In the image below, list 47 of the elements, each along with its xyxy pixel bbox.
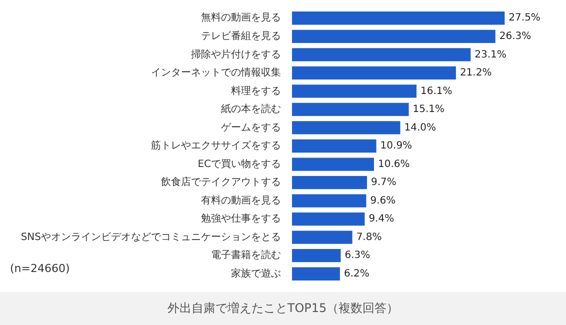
text: (n=24660) — [10, 262, 70, 275]
bar — [292, 212, 365, 226]
y-tick-label: ゲームをする — [221, 122, 281, 134]
bar — [292, 139, 376, 153]
bar — [292, 249, 341, 262]
bar — [292, 102, 409, 116]
y-tick-label: 料理をする — [231, 84, 281, 97]
bar — [292, 48, 471, 62]
data-label: 9.4% — [368, 214, 394, 225]
bar — [292, 121, 400, 134]
y-tick-label: 電子書籍を読む — [211, 249, 281, 262]
bar — [292, 230, 352, 244]
data-label: 9.7% — [371, 177, 396, 188]
text: 外出自粛で増えたことTOP15（複数回答） — [0, 292, 566, 325]
data-label: 27.5% — [508, 12, 540, 24]
data-label: 10.6% — [378, 158, 410, 170]
y-tick-label: 無料の動画を見る — [201, 12, 281, 24]
y-tick-label: 掃除や片付けをする — [191, 48, 281, 60]
y-tick-label: SNSやオンラインビデオなどでコミュニケーションをとる — [20, 232, 281, 243]
bar — [292, 84, 417, 98]
y-tick-label: 有料の動画を見る — [201, 194, 281, 206]
y-tick-label: 勉強や仕事をする — [201, 212, 281, 225]
data-label: 7.8% — [356, 232, 382, 243]
bar — [292, 12, 505, 25]
data-label: 21.2% — [460, 68, 492, 79]
bar — [292, 176, 368, 190]
bar — [292, 66, 456, 80]
data-label: 26.3% — [499, 30, 532, 42]
data-label: 16.1% — [420, 86, 452, 97]
y-tick-label: 筋トレやエクササイズをする — [151, 140, 281, 152]
data-label: 9.6% — [370, 195, 396, 206]
y-tick-label: インターネットでの情報収集 — [151, 66, 281, 79]
data-label: 6.3% — [344, 250, 370, 262]
bar — [292, 267, 340, 280]
y-tick-label: ECで買い物をする — [198, 158, 281, 170]
y-tick-label: テレビ番組を見る — [201, 30, 281, 42]
data-label: 14.0% — [404, 122, 436, 134]
y-tick-label: 飲食店でテイクアウトする — [161, 176, 281, 188]
y-tick-label: 家族で遊ぶ — [231, 267, 281, 280]
data-label: 23.1% — [474, 49, 506, 60]
bar — [292, 158, 374, 171]
data-label: 6.2% — [344, 268, 370, 280]
bar — [292, 194, 366, 208]
data-label: 10.9% — [380, 140, 412, 152]
bar — [292, 30, 496, 43]
y-tick-label: 紙の本を読む — [221, 103, 281, 116]
data-label: 15.1% — [412, 104, 445, 116]
